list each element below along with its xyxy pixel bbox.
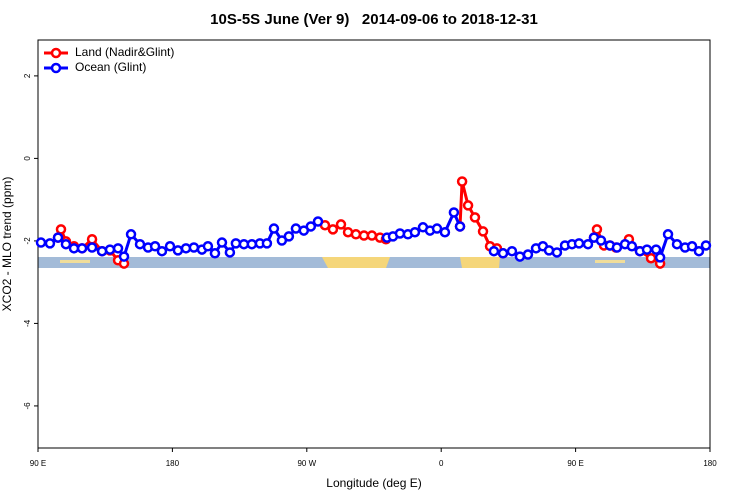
data-point <box>456 176 468 187</box>
data-point <box>469 212 481 223</box>
data-point <box>591 224 603 235</box>
map-strip <box>38 257 710 268</box>
data-point <box>514 251 526 262</box>
data-point <box>230 238 242 249</box>
data-point <box>246 238 258 250</box>
data-point <box>283 231 295 242</box>
data-point <box>551 247 563 258</box>
data-point <box>327 224 339 235</box>
y-tick-label: -6 <box>23 402 32 410</box>
legend-label: Ocean (Glint) <box>75 60 146 74</box>
legend-marker <box>50 47 62 59</box>
x-tick-label: 180 <box>703 459 717 468</box>
x-tick-label: 90 W <box>297 459 316 468</box>
data-point <box>156 245 168 257</box>
data-point <box>641 244 653 255</box>
y-tick-label: -2 <box>23 237 32 245</box>
data-point <box>693 245 705 257</box>
chart-title: 10S-5S June (Ver 9) 2014-09-06 to 2018-1… <box>210 11 538 28</box>
x-axis-label: Longitude (deg E) <box>326 476 421 490</box>
data-point <box>86 234 98 245</box>
data-point <box>224 247 236 258</box>
x-tick-label: 0 <box>439 459 444 468</box>
data-point <box>76 243 88 254</box>
data-point <box>35 237 47 248</box>
y-tick-label: 2 <box>23 73 32 78</box>
data-point <box>104 244 116 255</box>
data-point <box>261 238 273 249</box>
data-point <box>611 242 623 253</box>
data-point <box>52 232 64 243</box>
data-point <box>112 243 124 254</box>
land-strip <box>460 257 500 268</box>
y-tick-label: 0 <box>23 156 32 161</box>
data-point <box>626 241 638 252</box>
data-point <box>573 238 585 249</box>
data-point <box>188 242 200 253</box>
data-point <box>506 245 518 257</box>
data-point <box>595 235 607 246</box>
data-point <box>55 224 67 235</box>
land-strip <box>595 260 625 263</box>
y-tick-label: -4 <box>23 319 32 327</box>
x-tick-label: 90 E <box>30 459 46 468</box>
legend-label: Land (Nadir&Glint) <box>75 45 174 59</box>
data-point <box>409 226 421 238</box>
data-point <box>118 251 130 262</box>
data-point <box>654 252 666 263</box>
data-point <box>477 226 489 237</box>
data-point <box>164 241 176 252</box>
data-point <box>488 245 500 257</box>
data-point <box>312 216 324 227</box>
data-point <box>268 223 280 234</box>
data-point <box>60 238 72 250</box>
data-point <box>439 226 451 238</box>
data-point <box>86 242 98 253</box>
data-point <box>700 240 712 251</box>
data-point <box>662 229 674 240</box>
land-strip <box>322 257 390 268</box>
data-point <box>134 238 146 250</box>
data-point <box>172 245 184 256</box>
data-point <box>431 223 443 234</box>
x-tick-label: 180 <box>166 459 180 468</box>
data-point <box>462 200 474 211</box>
data-point <box>44 238 56 249</box>
land-strip <box>60 260 90 263</box>
data-point <box>149 241 161 252</box>
data-point <box>350 229 362 240</box>
x-tick-label: 90 E <box>567 459 583 468</box>
data-point <box>454 221 466 232</box>
data-point <box>522 249 534 260</box>
data-point <box>686 241 698 252</box>
data-point <box>645 252 657 264</box>
data-point <box>209 248 221 259</box>
data-point <box>497 248 509 259</box>
data-point <box>582 238 594 250</box>
data-point <box>448 207 460 218</box>
data-point <box>202 241 214 252</box>
data-point <box>671 238 683 250</box>
data-point <box>335 219 347 230</box>
legend-marker <box>50 62 62 74</box>
data-point <box>68 243 80 254</box>
data-point <box>366 230 378 241</box>
y-axis-label: XCO2 - MLO trend (ppm) <box>0 177 14 312</box>
data-point <box>125 229 137 240</box>
data-point <box>650 244 662 255</box>
data-point <box>216 237 228 248</box>
data-point <box>305 221 317 232</box>
